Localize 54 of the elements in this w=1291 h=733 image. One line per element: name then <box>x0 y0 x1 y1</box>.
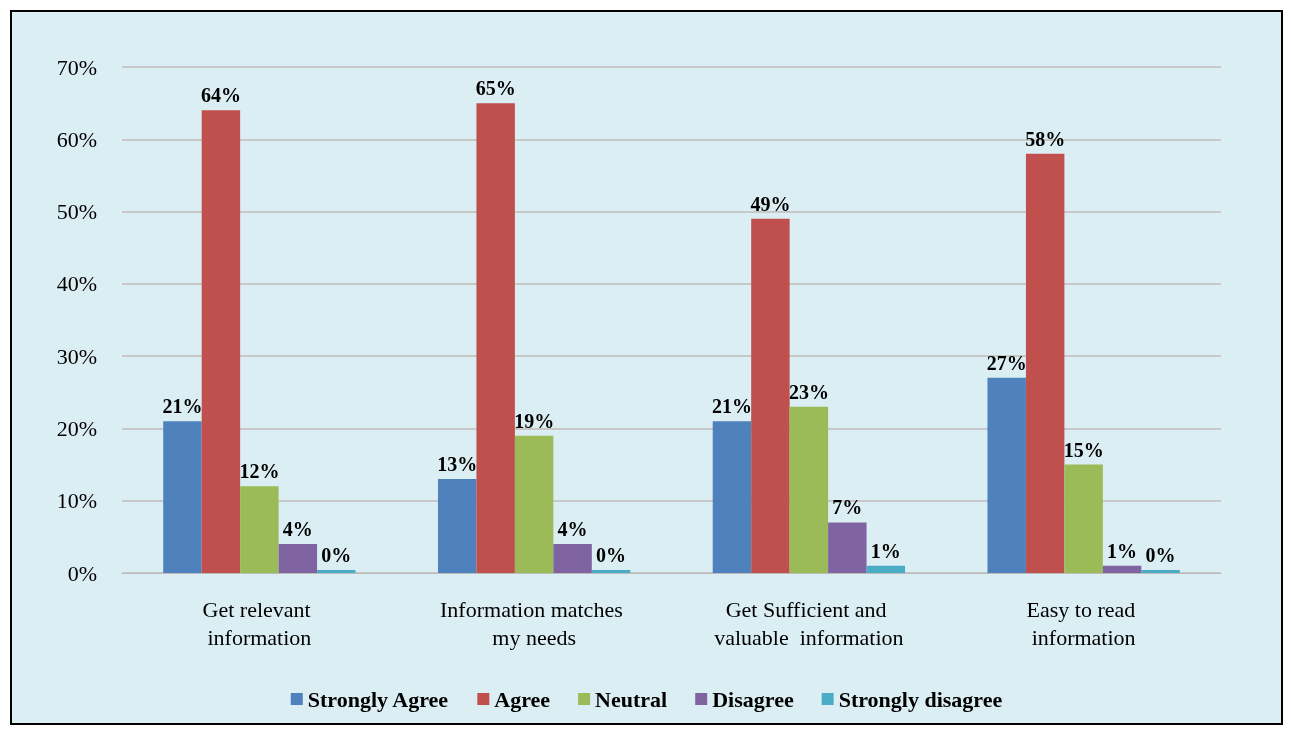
data-label: 7% <box>832 496 863 519</box>
data-label: 58% <box>1025 127 1066 150</box>
data-label: 49% <box>750 192 791 215</box>
bar <box>553 544 592 573</box>
x-tick-label: Easy to read information <box>1026 596 1141 650</box>
bar <box>240 486 279 573</box>
bar <box>712 421 752 573</box>
bar <box>514 435 554 573</box>
x-tick-label: Information matches my needs <box>440 596 629 650</box>
data-label: 65% <box>475 77 516 100</box>
data-label: 15% <box>1063 438 1104 461</box>
y-tick-label: 60% <box>56 126 97 152</box>
data-label: 13% <box>437 453 478 476</box>
y-tick-label: 30% <box>56 343 97 369</box>
y-tick-label: 70% <box>56 54 97 80</box>
data-label: 21% <box>711 395 752 418</box>
bar <box>828 522 867 573</box>
data-label: 27% <box>986 351 1027 374</box>
bar <box>987 377 1026 573</box>
legend-label: Agree <box>494 686 551 712</box>
x-tick-label: Get Sufficient and valuable information <box>714 596 904 650</box>
data-label: 19% <box>514 409 555 432</box>
bar <box>201 110 241 573</box>
bar <box>751 218 790 573</box>
y-tick-label: 50% <box>56 199 97 225</box>
bar <box>1025 153 1065 573</box>
data-label: 0% <box>1145 544 1176 566</box>
data-label: 4% <box>557 518 588 541</box>
data-label: 4% <box>282 518 313 541</box>
data-label: 23% <box>788 380 829 403</box>
legend-label: Strongly Agree <box>307 686 449 712</box>
data-label: 1% <box>870 539 901 562</box>
bar <box>866 565 906 573</box>
data-label: 1% <box>1107 539 1138 562</box>
bar <box>476 103 515 573</box>
data-label: 64% <box>200 84 241 107</box>
bar <box>1064 464 1103 573</box>
bar <box>437 479 477 573</box>
bar <box>789 406 829 573</box>
data-label: 12% <box>239 460 280 483</box>
x-tick-label: Get relevant information <box>202 596 317 650</box>
legend-label: Neutral <box>595 686 668 712</box>
y-tick-label: 10% <box>56 488 97 514</box>
y-tick-label: 40% <box>56 271 97 297</box>
y-tick-label: 0% <box>67 560 97 586</box>
legend-label: Disagree <box>712 686 794 712</box>
bar <box>163 421 202 573</box>
data-label: 0% <box>596 544 627 566</box>
data-label: 21% <box>162 395 203 418</box>
y-tick-label: 20% <box>56 415 97 441</box>
data-label: 0% <box>321 544 352 566</box>
bar <box>1102 565 1142 573</box>
bar <box>278 544 318 573</box>
legend-label: Strongly disagree <box>838 686 1003 712</box>
